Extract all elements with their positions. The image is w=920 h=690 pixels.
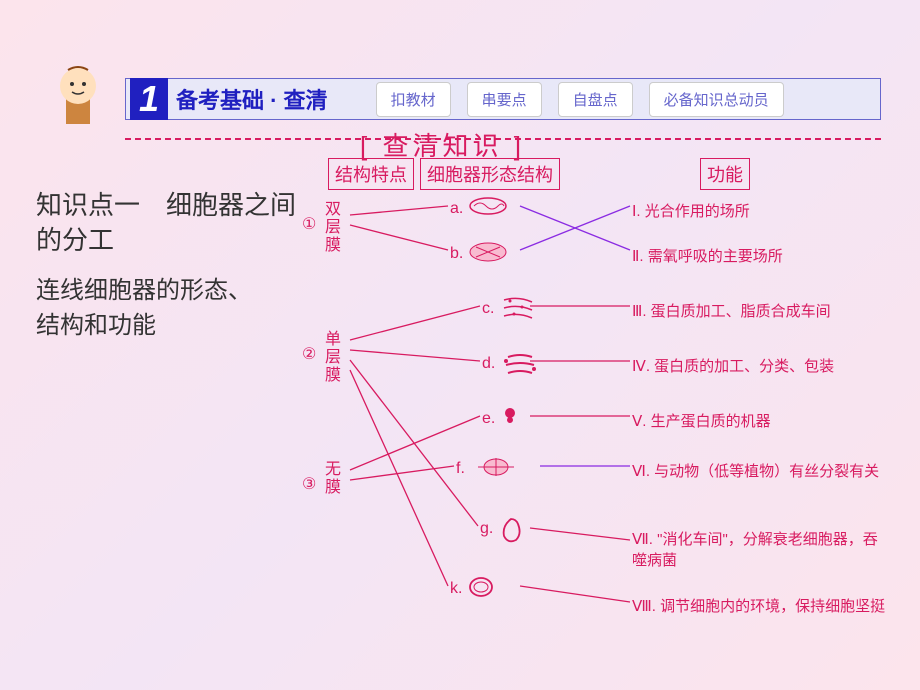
knowledge-point-title: 知识点一 细胞器之间 [36,185,296,222]
knowledge-point-title-2: 的分工 [36,220,114,257]
organelle-label-c: c. [482,300,494,318]
mascot-icon [48,58,108,128]
organelle-icon-d [500,351,540,384]
organelle-icon-f [474,456,518,483]
nav-btn-3[interactable]: 必备知识总动员 [649,82,784,117]
function-2: Ⅲ. 蛋白质加工、脂质合成车间 [632,300,831,321]
organelle-icon-e [500,406,520,429]
function-5: Ⅵ. 与动物（低等植物）有丝分裂有关 [632,460,879,481]
organelle-icon-b [468,241,508,268]
struct-group-num-2: ③ [302,474,316,494]
organelle-icon-g [498,516,524,551]
organelle-label-k: k. [450,580,462,598]
organelle-icon-a [468,196,508,221]
struct-group-num-0: ① [302,214,316,234]
nav-btn-2[interactable]: 自盘点 [558,82,633,117]
function-7: Ⅷ. 调节细胞内的环境，保持细胞坚挺 [632,595,885,616]
struct-group-num-1: ② [302,344,316,364]
nav-btn-0[interactable]: 扣教材 [376,82,451,117]
function-3: Ⅳ. 蛋白质的加工、分类、包装 [632,355,834,376]
organelle-label-g: g. [480,520,493,538]
function-4: Ⅴ. 生产蛋白质的机器 [632,410,771,431]
organelle-label-b: b. [450,245,463,263]
struct-group-label-2: 无膜 [318,460,342,496]
organelle-label-d: d. [482,355,495,373]
organelle-label-a: a. [450,200,463,218]
function-0: Ⅰ. 光合作用的场所 [632,200,750,221]
col-header-function: 功能 [700,158,750,190]
header-title: 备考基础 · 查清 [176,83,328,115]
col-header-structure: 结构特点 [328,158,414,190]
struct-group-label-1: 单层膜 [318,330,342,384]
function-1: Ⅱ. 需氧呼吸的主要场所 [632,245,783,266]
struct-group-label-0: 双层膜 [318,200,342,254]
header-bar: 1 备考基础 · 查清 扣教材 串要点 自盘点 必备知识总动员 [125,78,881,120]
organelle-label-f: f. [456,460,465,478]
function-6: Ⅶ. "消化车间"，分解衰老细胞器，吞噬病菌 [632,528,892,570]
section-number: 1 [130,78,168,120]
nav-btn-1[interactable]: 串要点 [467,82,542,117]
col-header-morphology: 细胞器形态结构 [420,158,560,190]
organelle-icon-k [468,576,494,603]
organelle-icon-c [500,296,536,325]
organelle-label-e: e. [482,410,495,428]
instruction-2: 结构和功能 [36,305,156,340]
instruction-1: 连线细胞器的形态、 [36,270,252,305]
